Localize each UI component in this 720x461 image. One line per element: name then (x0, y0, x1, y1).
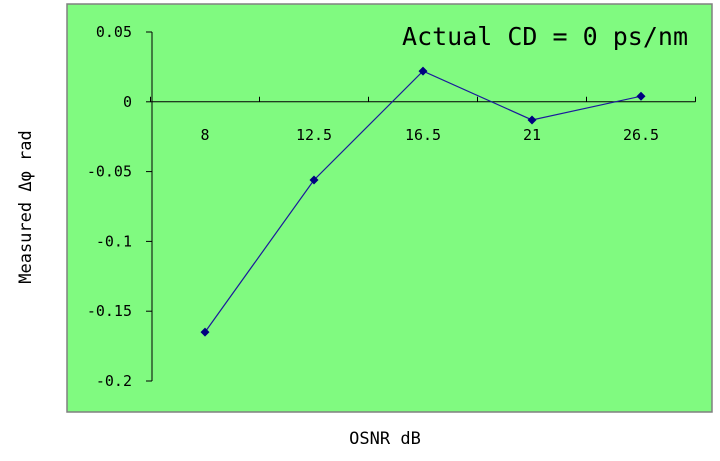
y-tick-label: -0.05 (87, 163, 132, 181)
data-point-marker (418, 66, 428, 76)
x-tick-label: 8 (200, 126, 209, 144)
x-tick-label: 21 (523, 126, 541, 144)
chart-annotation: Actual CD = 0 ps/nm (402, 22, 688, 51)
data-point-marker (636, 91, 646, 101)
data-point-marker (527, 115, 537, 125)
x-axis-title: OSNR dB (349, 429, 421, 449)
y-tick-label: -0.2 (96, 372, 132, 390)
y-tick-label: -0.15 (87, 302, 132, 320)
y-tick-label: 0.05 (96, 23, 132, 41)
y-tick-label: 0 (123, 93, 132, 111)
x-tick-label: 12.5 (296, 126, 332, 144)
data-point-marker (309, 175, 319, 185)
y-axis-title: Measured Δφ rad (16, 130, 36, 284)
x-tick-label: 16.5 (405, 126, 441, 144)
y-tick-label: -0.1 (96, 232, 132, 250)
x-tick-label: 26.5 (623, 126, 659, 144)
data-point-marker (200, 327, 210, 337)
plot-area (66, 3, 713, 413)
